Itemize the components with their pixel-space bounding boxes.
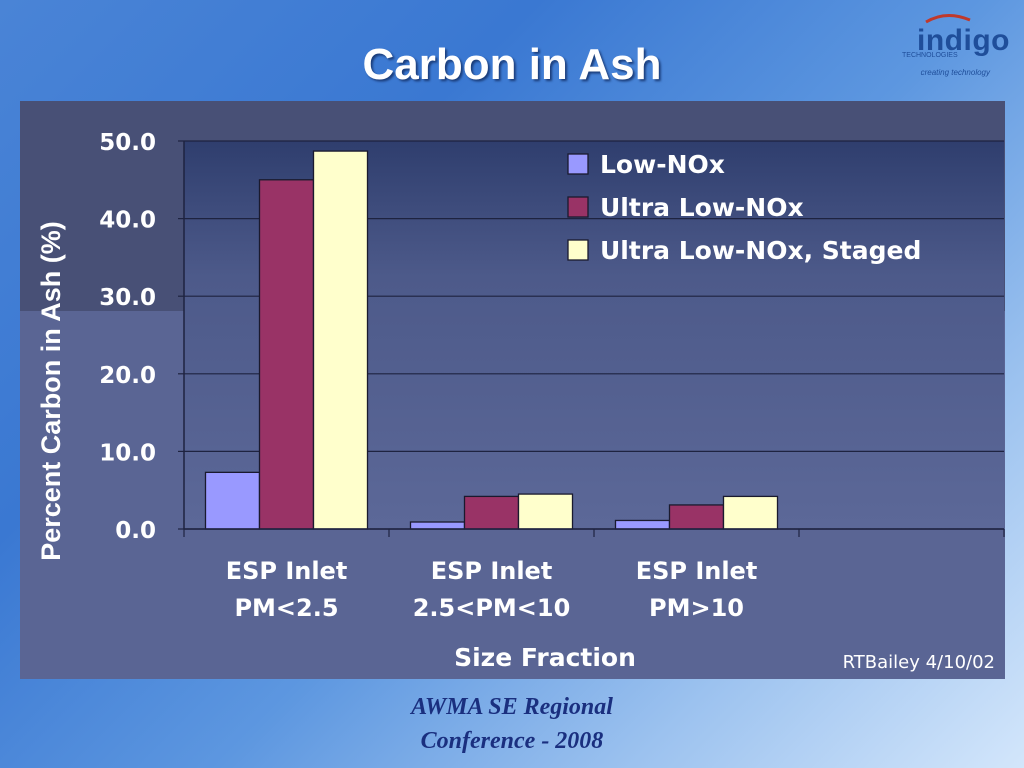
x-tick-label: PM>10 — [649, 594, 744, 622]
legend-label: Low-NOx — [600, 150, 725, 179]
legend-swatch — [567, 153, 589, 175]
bar — [409, 521, 466, 530]
y-tick-label: 50.0 — [99, 130, 156, 156]
x-tick-label: ESP Inlet — [226, 557, 348, 585]
legend-swatch — [567, 239, 589, 261]
bar — [312, 150, 369, 530]
chart-annotation: RTBailey 4/10/02 — [843, 652, 995, 673]
logo-arc-icon — [925, 14, 971, 24]
slide-title: Carbon in Ash — [362, 40, 662, 89]
logo-subtitle: TECHNOLOGIES — [902, 52, 958, 59]
x-tick-label: 2.5<PM<10 — [413, 594, 571, 622]
y-tick-label: 10.0 — [99, 440, 156, 466]
legend-label: Ultra Low-NOx, Staged — [600, 236, 921, 265]
bar — [614, 519, 671, 530]
bar — [722, 495, 779, 530]
bar — [668, 504, 725, 530]
footer-line-2: Conference - 2008 — [420, 728, 604, 754]
y-tick-label: 0.0 — [115, 518, 156, 544]
footer-line-1: AWMA SE Regional — [411, 694, 613, 720]
x-axis-label: Size Fraction — [454, 643, 636, 672]
y-tick-label: 20.0 — [99, 363, 156, 389]
x-tick-labels: ESP Inlet PM<2.5 ESP Inlet 2.5<PM<10 ESP Inl… — [226, 557, 758, 622]
company-logo: indigo TECHNOLOGIES creating technology — [896, 8, 1014, 80]
footer: AWMA SE Regional Conference - 2008 — [0, 690, 1024, 758]
bars-group — [204, 150, 779, 530]
y-tick-label: 40.0 — [99, 208, 156, 234]
y-tick-label: 30.0 — [99, 285, 156, 311]
legend-swatch — [567, 196, 589, 218]
logo-wordmark: indigo — [917, 24, 1010, 57]
bar — [204, 471, 261, 530]
bar — [463, 495, 520, 530]
logo-tagline: creating technology — [920, 68, 990, 77]
bar — [258, 179, 315, 530]
x-tick-label: ESP Inlet — [636, 557, 758, 585]
y-axis-label: Percent Carbon in Ash (%) — [36, 221, 66, 561]
carbon-in-ash-chart: 0.010.020.030.040.050.0 ESP InletPM<2.5E… — [20, 101, 1005, 679]
legend-label: Ultra Low-NOx — [600, 193, 804, 222]
chart-legend: Low-NOx Ultra Low-NOx Ultra Low-NOx, Stage… — [567, 150, 921, 265]
x-tick-label: ESP Inlet — [431, 557, 553, 585]
y-tick-labels: 0.0 10.0 20.0 30.0 40.0 50.0 — [99, 130, 156, 544]
bar — [517, 493, 574, 530]
axes-group — [178, 140, 1005, 537]
x-tick-label: PM<2.5 — [234, 594, 338, 622]
